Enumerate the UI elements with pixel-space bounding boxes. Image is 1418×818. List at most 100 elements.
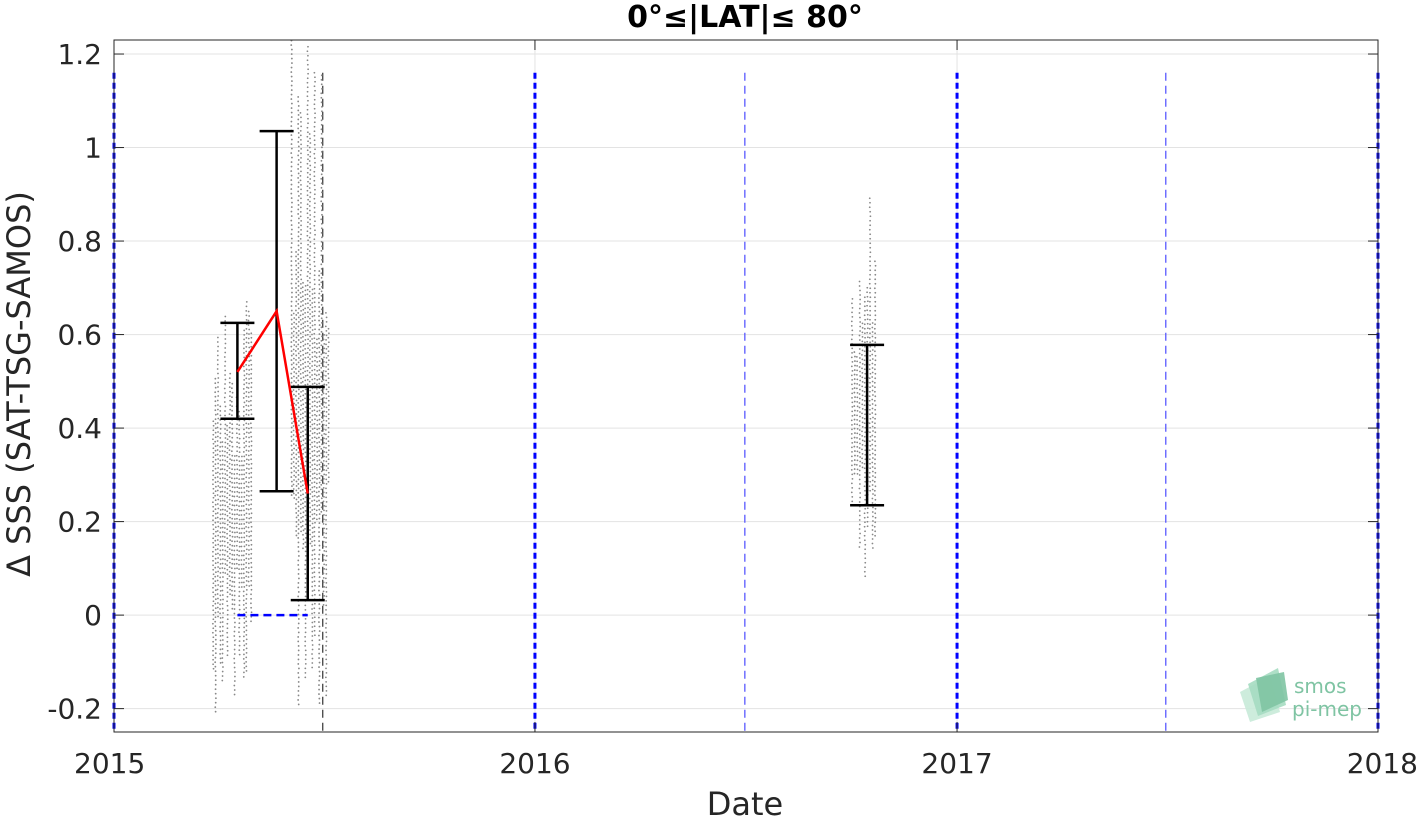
scatter-point: [217, 584, 220, 586]
scatter-point: [308, 277, 311, 279]
scatter-point: [293, 479, 295, 481]
scatter-point: [306, 378, 309, 381]
scatter-point: [850, 432, 853, 435]
scatter-point: [315, 396, 318, 399]
scatter-point: [313, 625, 316, 628]
scatter-point: [306, 275, 309, 278]
scatter-point: [242, 676, 245, 678]
scatter-point: [853, 405, 856, 407]
scatter-point: [233, 513, 236, 516]
scatter-point: [238, 460, 241, 462]
scatter-point: [242, 505, 245, 507]
scatter-point: [874, 282, 877, 285]
scatter-point: [295, 251, 297, 253]
scatter-point: [245, 530, 248, 533]
scatter-point: [856, 436, 858, 439]
scatter-point: [301, 488, 304, 491]
scatter-point: [292, 362, 295, 364]
scatter-point: [214, 652, 217, 655]
scatter-point: [245, 597, 248, 600]
scatter-point: [233, 558, 236, 561]
scatter-point: [304, 347, 307, 350]
scatter-point: [219, 572, 222, 574]
scatter-point: [300, 219, 303, 222]
smos-pi-mep-logo: smos pi-mep: [1240, 668, 1362, 722]
scatter-point: [869, 309, 872, 312]
scatter-point: [290, 309, 293, 312]
scatter-point: [231, 580, 234, 583]
scatter-point: [226, 496, 229, 499]
scatter-point: [304, 374, 307, 377]
scatter-point: [224, 473, 227, 475]
scatter-point: [235, 558, 238, 561]
scatter-point: [858, 307, 861, 310]
scatter-point: [243, 653, 245, 656]
scatter-point: [240, 469, 243, 471]
scatter-point: [214, 580, 217, 583]
scatter-point: [873, 489, 876, 492]
scatter-point: [311, 369, 314, 372]
scatter-point: [295, 345, 298, 348]
scatter-point: [229, 458, 231, 460]
scatter-point: [233, 455, 236, 457]
scatter-point: [214, 382, 217, 385]
scatter-point: [868, 476, 871, 479]
scatter-point: [217, 561, 219, 564]
scatter-point: [313, 139, 316, 142]
scatter-point: [325, 365, 327, 368]
scatter-point: [874, 359, 877, 362]
scatter-point: [214, 692, 217, 695]
scatter-point: [314, 319, 316, 322]
scatter-point: [240, 586, 243, 588]
scatter-point: [307, 180, 309, 183]
scatter-point: [304, 406, 307, 409]
scatter-point: [324, 676, 327, 679]
scatter-point: [874, 305, 877, 308]
mean-line-path: [236, 307, 309, 494]
scatter-point: [325, 329, 328, 332]
scatter-point: [290, 363, 293, 366]
scatter-point: [874, 494, 876, 497]
scatter-point: [323, 437, 325, 440]
scatter-point: [245, 440, 248, 443]
scatter-point: [318, 486, 321, 488]
scatter-point: [864, 372, 867, 375]
scatter-point: [223, 518, 226, 520]
scatter-point: [300, 485, 302, 488]
scatter-point: [320, 434, 323, 437]
scatter-point: [240, 496, 243, 498]
scatter-point: [233, 518, 236, 520]
scatter-point: [308, 398, 311, 401]
scatter-point: [325, 694, 328, 697]
scatter-point: [853, 418, 856, 421]
scatter-point: [322, 581, 325, 584]
scatter-point: [304, 307, 307, 310]
scatter-point: [318, 423, 321, 425]
scatter-point: [323, 410, 326, 413]
scatter-point: [290, 444, 293, 447]
scatter-point: [219, 468, 222, 471]
scatter-point: [231, 607, 234, 610]
scatter-point: [245, 444, 248, 447]
scatter-point: [309, 254, 311, 257]
scatter-point: [228, 444, 231, 447]
scatter-point: [214, 526, 217, 529]
scatter-point: [327, 476, 330, 479]
scatter-point: [243, 392, 246, 395]
scatter-point: [315, 356, 318, 359]
scatter-point: [219, 450, 221, 453]
scatter-point: [864, 507, 867, 510]
scatter-point: [228, 503, 231, 505]
scatter-point: [856, 396, 859, 399]
scatter-point: [302, 367, 305, 370]
scatter-point: [226, 505, 229, 508]
scatter-point: [853, 351, 856, 353]
scatter-point: [297, 699, 300, 701]
scatter-point: [318, 333, 321, 335]
scatter-point: [245, 575, 248, 578]
scatter-point: [238, 541, 241, 543]
scatter-point: [214, 449, 217, 452]
scatter-point: [323, 342, 326, 345]
scatter-point: [327, 467, 330, 470]
scatter-point: [871, 340, 874, 342]
